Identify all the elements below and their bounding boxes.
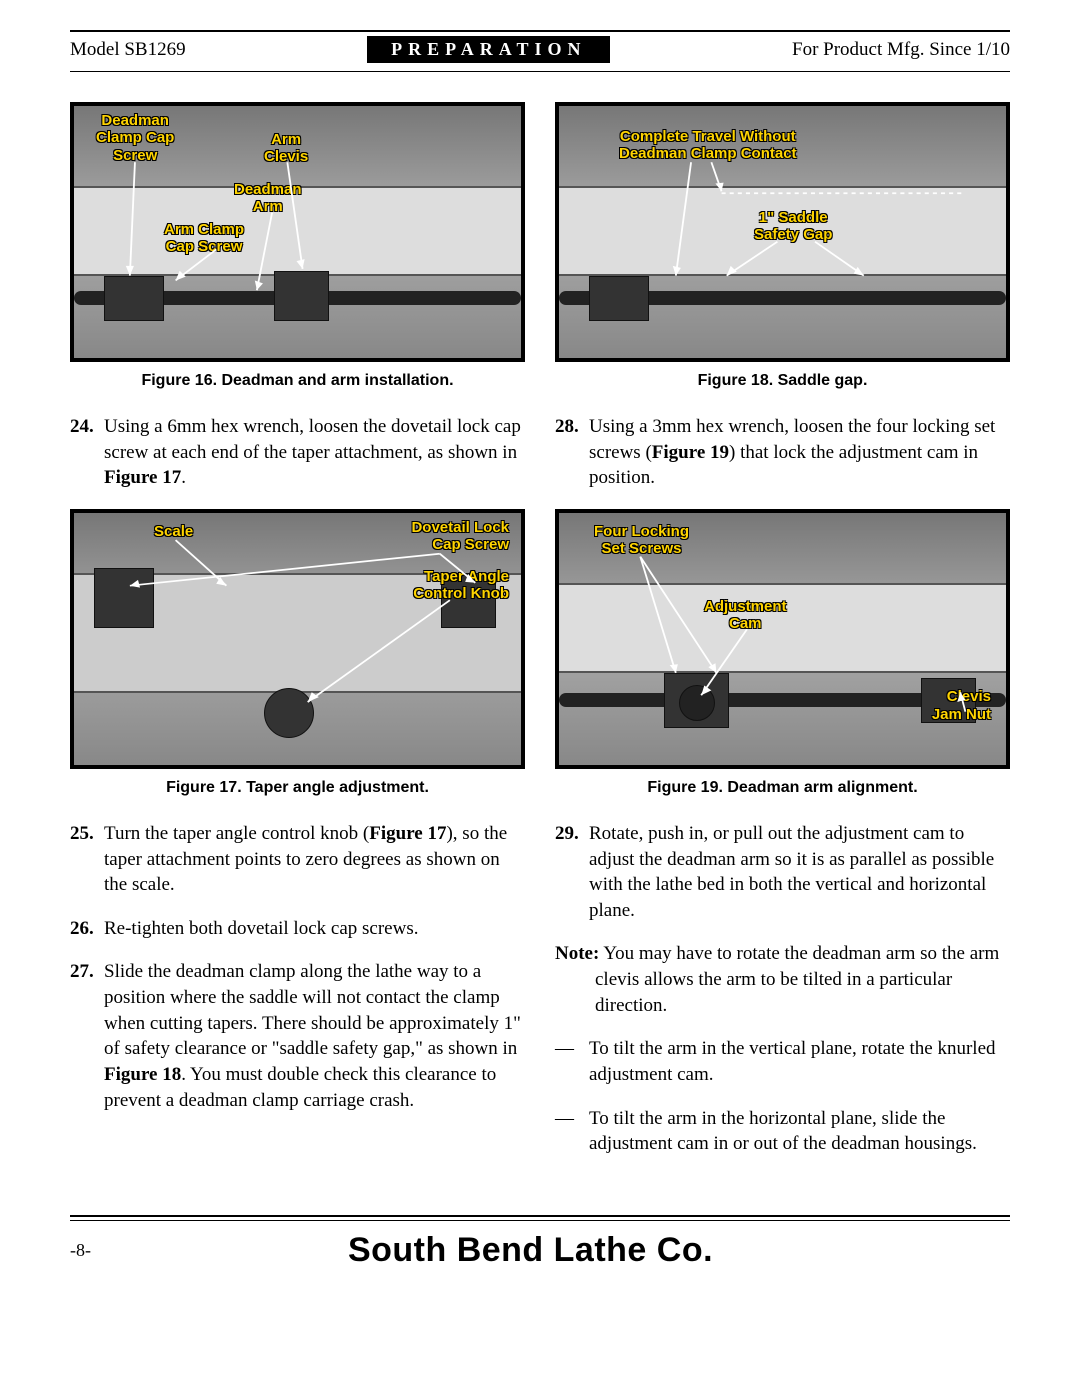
page-number: -8- xyxy=(70,1240,91,1261)
figure-19: Four Locking Set Screws Adjustment Cam C… xyxy=(555,509,1010,769)
dash-2: — To tilt the arm in the horizontal plan… xyxy=(555,1106,1010,1157)
footer-brand: South Bend Lathe Co. xyxy=(91,1231,970,1270)
step-29: 29 Rotate, push in, or pull out the adju… xyxy=(555,821,1010,924)
step-24: 24 Using a 6mm hex wrench, loosen the do… xyxy=(70,414,525,491)
step-26: 26 Re-tighten both dovetail lock cap scr… xyxy=(70,916,525,942)
dash-1: — To tilt the arm in the vertical plane,… xyxy=(555,1036,1010,1087)
fig17-label-scale: Scale xyxy=(154,523,193,540)
left-column: Deadman Clamp Cap Screw Arm Clevis Deadm… xyxy=(70,102,525,1175)
right-column: Complete Travel Without Deadman Clamp Co… xyxy=(555,102,1010,1175)
fig18-label-gap: 1" Saddle Safety Gap xyxy=(754,209,832,244)
header-section: PREPARATION xyxy=(367,36,610,63)
figure-17-caption: Figure 17. Taper angle adjustment. xyxy=(70,779,525,797)
page-header: Model SB1269 PREPARATION For Product Mfg… xyxy=(70,36,1010,63)
fig17-label-taper-knob: Taper Angle Control Knob xyxy=(413,568,509,603)
fig16-label-arm-clevis: Arm Clevis xyxy=(264,131,308,166)
figure-18: Complete Travel Without Deadman Clamp Co… xyxy=(555,102,1010,362)
fig16-label-arm-clamp: Arm Clamp Cap Screw xyxy=(164,221,244,256)
note: Note: You may have to rotate the deadman… xyxy=(555,941,1010,1018)
figure-19-caption: Figure 19. Deadman arm alignment. xyxy=(555,779,1010,797)
fig16-label-deadman-clamp: Deadman Clamp Cap Screw xyxy=(96,112,174,164)
figure-17: Scale Dovetail Lock Cap Screw Taper Angl… xyxy=(70,509,525,769)
step-25: 25 Turn the taper angle control knob (Fi… xyxy=(70,821,525,898)
figure-16: Deadman Clamp Cap Screw Arm Clevis Deadm… xyxy=(70,102,525,362)
fig19-label-cam: Adjustment Cam xyxy=(704,598,787,633)
header-model: Model SB1269 xyxy=(70,39,186,61)
fig16-label-deadman-arm: Deadman Arm xyxy=(234,181,302,216)
fig18-label-travel: Complete Travel Without Deadman Clamp Co… xyxy=(619,128,797,163)
figure-16-caption: Figure 16. Deadman and arm installation. xyxy=(70,372,525,390)
fig17-label-dovetail: Dovetail Lock Cap Screw xyxy=(411,519,509,554)
figure-18-caption: Figure 18. Saddle gap. xyxy=(555,372,1010,390)
fig19-label-jamnut: Clevis Jam Nut xyxy=(932,688,991,723)
step-28: 28 Using a 3mm hex wrench, loosen the fo… xyxy=(555,414,1010,491)
fig19-label-setscrews: Four Locking Set Screws xyxy=(594,523,689,558)
page-footer: -8- South Bend Lathe Co. xyxy=(70,1231,1010,1290)
header-mfg: For Product Mfg. Since 1/10 xyxy=(792,39,1010,61)
step-27: 27 Slide the deadman clamp along the lat… xyxy=(70,959,525,1113)
